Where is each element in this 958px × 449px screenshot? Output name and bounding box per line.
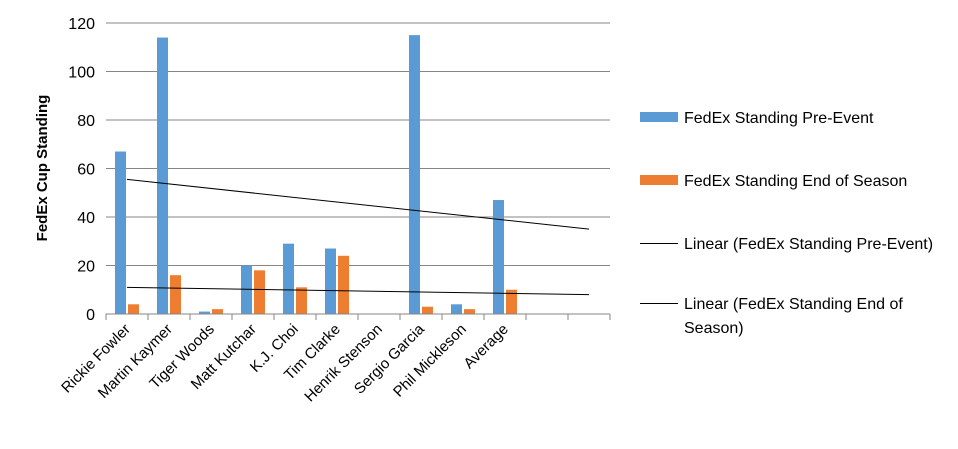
legend-item-linear-end-of-season: Linear (FedEx Standing End of Season) (640, 293, 954, 341)
bar-end-of-season (212, 309, 223, 314)
category-label: Average (460, 321, 511, 372)
bar-end-of-season (422, 306, 433, 314)
category-label: Phil Mickleson (390, 321, 470, 401)
y-tick-label: 40 (77, 210, 95, 227)
legend-label-pre-event: FedEx Standing Pre-Event (684, 110, 874, 127)
bar-end-of-season (128, 304, 139, 314)
y-axis-label: FedEx Cup Standing (34, 95, 51, 242)
legend-item-end-of-season: FedEx Standing End of Season (640, 170, 954, 194)
legend-item-linear-pre-event: Linear (FedEx Standing Pre-Event) (640, 233, 954, 257)
legend-swatch-end-of-season (640, 175, 678, 185)
bar-pre-event (199, 311, 210, 314)
category-label: Martin Kaymer (95, 321, 176, 402)
bar-pre-event (451, 304, 462, 314)
legend-label-end-of-season: FedEx Standing End of Season (684, 173, 908, 190)
bar-end-of-season (254, 270, 265, 314)
bar-pre-event (409, 35, 420, 314)
bar-end-of-season (464, 309, 475, 314)
y-tick-label: 120 (68, 16, 95, 33)
bar-pre-event (115, 151, 126, 314)
bar-pre-event (157, 37, 168, 315)
bar-pre-event (283, 243, 294, 314)
y-tick-label: 20 (77, 259, 95, 276)
bar-pre-event (241, 265, 252, 314)
y-tick-label: 100 (68, 65, 95, 82)
gridlines (106, 22, 610, 266)
bars (115, 35, 517, 315)
bar-end-of-season (170, 275, 181, 314)
bar-end-of-season (338, 255, 349, 314)
legend-item-pre-event: FedEx Standing Pre-Event (640, 107, 954, 131)
legend-swatch-pre-event (640, 112, 678, 122)
bar-pre-event (493, 200, 504, 314)
trendlines (126, 178, 590, 296)
bar-end-of-season (296, 287, 307, 314)
bar-pre-event (325, 248, 336, 314)
x-axis (105, 313, 611, 320)
y-tick-label: 60 (77, 162, 95, 179)
legend-line-linear-end-of-season (640, 303, 678, 304)
bar-end-of-season (506, 289, 517, 314)
legend-label-linear-end-of-season: Linear (FedEx Standing End of Season) (684, 296, 903, 337)
legend-label-linear-pre-event: Linear (FedEx Standing Pre-Event) (684, 236, 934, 253)
y-tick-label: 80 (77, 113, 95, 130)
trendline-pre-event (126, 178, 590, 230)
legend-line-linear-pre-event (640, 243, 678, 244)
y-tick-label: 0 (86, 307, 95, 324)
trendline-end-of-season (126, 286, 590, 296)
y-axis-ticks: 0 20 40 60 80 100 120 (68, 16, 95, 324)
